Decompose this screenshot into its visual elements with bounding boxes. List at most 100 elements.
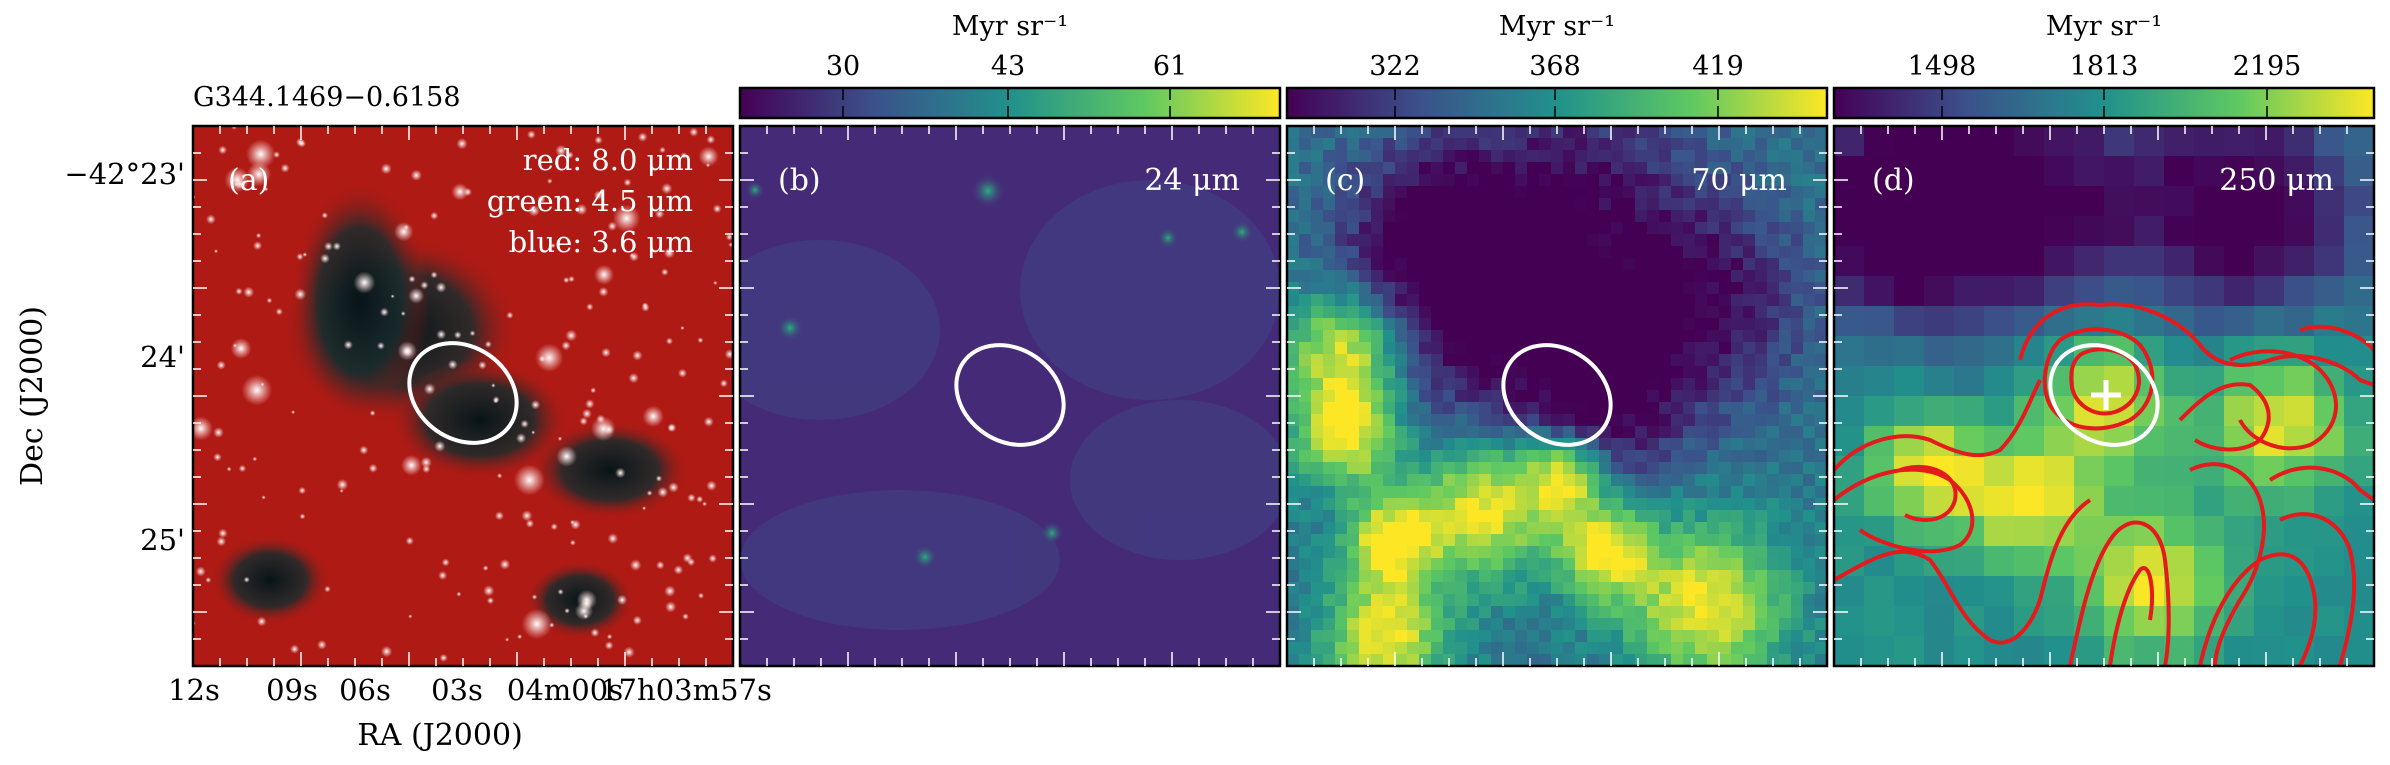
map-pixel bbox=[1755, 282, 1767, 294]
map-pixel bbox=[1563, 258, 1575, 270]
map-pixel bbox=[1467, 174, 1479, 186]
map-pixel bbox=[1659, 330, 1671, 342]
map-pixel bbox=[1443, 138, 1455, 150]
star bbox=[516, 433, 527, 444]
map-pixel bbox=[1299, 570, 1311, 582]
map-pixel bbox=[1491, 474, 1503, 486]
map-pixel bbox=[1311, 378, 1323, 390]
map-pixel bbox=[1683, 126, 1695, 138]
map-pixel bbox=[1383, 246, 1395, 258]
map-pixel bbox=[1779, 366, 1791, 378]
map-pixel bbox=[1731, 342, 1743, 354]
map-pixel bbox=[1731, 234, 1743, 246]
map-pixel bbox=[2014, 186, 2044, 216]
map-pixel bbox=[1623, 246, 1635, 258]
map-pixel bbox=[1383, 366, 1395, 378]
map-pixel bbox=[1335, 426, 1347, 438]
map-pixel bbox=[1431, 234, 1443, 246]
map-pixel bbox=[1299, 222, 1311, 234]
map-pixel bbox=[1299, 150, 1311, 162]
colorbar-c-bar bbox=[1285, 86, 1829, 120]
map-pixel bbox=[1515, 270, 1527, 282]
map-pixel bbox=[1731, 522, 1743, 534]
map-pixel bbox=[1731, 486, 1743, 498]
map-pixel bbox=[1359, 402, 1371, 414]
map-pixel bbox=[1683, 510, 1695, 522]
map-pixel bbox=[1623, 162, 1635, 174]
map-pixel bbox=[2254, 456, 2284, 486]
map-pixel bbox=[1335, 474, 1347, 486]
map-pixel bbox=[1527, 330, 1539, 342]
map-pixel bbox=[1539, 390, 1551, 402]
map-pixel bbox=[1491, 234, 1503, 246]
map-pixel bbox=[1467, 162, 1479, 174]
map-pixel bbox=[1455, 354, 1467, 366]
star bbox=[667, 424, 675, 432]
map-pixel bbox=[1491, 282, 1503, 294]
map-pixel bbox=[1635, 306, 1647, 318]
map-pixel bbox=[1834, 456, 1864, 486]
map-pixel bbox=[2044, 426, 2074, 456]
map-pixel bbox=[1419, 174, 1431, 186]
map-pixel bbox=[1467, 378, 1479, 390]
map-pixel bbox=[1527, 282, 1539, 294]
map-pixel bbox=[1527, 498, 1539, 510]
map-pixel bbox=[1419, 282, 1431, 294]
map-pixel bbox=[1671, 546, 1683, 558]
map-pixel bbox=[1575, 198, 1587, 210]
map-pixel bbox=[1647, 126, 1659, 138]
map-pixel bbox=[1407, 342, 1419, 354]
map-pixel bbox=[1311, 402, 1323, 414]
map-pixel bbox=[1395, 306, 1407, 318]
map-pixel bbox=[1407, 306, 1419, 318]
map-pixel bbox=[1551, 486, 1563, 498]
map-pixel bbox=[1719, 246, 1731, 258]
map-pixel bbox=[1287, 414, 1299, 426]
map-pixel bbox=[1803, 498, 1815, 510]
map-pixel bbox=[1407, 174, 1419, 186]
map-pixel bbox=[2164, 186, 2194, 216]
map-pixel bbox=[1539, 330, 1551, 342]
star bbox=[528, 204, 540, 217]
star bbox=[520, 419, 529, 429]
map-pixel bbox=[1335, 342, 1347, 354]
map-pixel bbox=[1503, 438, 1515, 450]
map-pixel bbox=[1371, 378, 1383, 390]
map-pixel bbox=[1659, 222, 1671, 234]
map-pixel bbox=[1671, 378, 1683, 390]
star bbox=[216, 360, 226, 370]
map-pixel bbox=[1419, 474, 1431, 486]
map-pixel bbox=[1647, 450, 1659, 462]
map-pixel bbox=[1719, 294, 1731, 306]
map-pixel bbox=[1659, 186, 1671, 198]
map-pixel bbox=[1383, 318, 1395, 330]
map-pixel bbox=[1311, 354, 1323, 366]
map-pixel bbox=[2044, 156, 2074, 186]
map-pixel bbox=[1551, 210, 1563, 222]
map-pixel bbox=[1479, 642, 1491, 654]
map-pixel bbox=[1539, 126, 1551, 138]
map-pixel bbox=[1894, 246, 1924, 276]
map-pixel bbox=[1323, 198, 1335, 210]
map-pixel bbox=[1563, 594, 1575, 606]
map-pixel bbox=[1467, 150, 1479, 162]
star bbox=[253, 241, 263, 251]
star bbox=[557, 588, 564, 595]
map-pixel bbox=[1371, 198, 1383, 210]
map-pixel bbox=[1803, 390, 1815, 402]
star bbox=[423, 383, 436, 395]
map-pixel bbox=[1743, 126, 1755, 138]
map-pixel bbox=[2104, 276, 2134, 306]
map-pixel bbox=[1503, 234, 1515, 246]
star bbox=[469, 330, 476, 337]
map-pixel bbox=[1539, 282, 1551, 294]
star bbox=[213, 453, 222, 462]
map-pixel bbox=[1287, 630, 1299, 642]
map-pixel bbox=[1503, 606, 1515, 618]
colorbar-d-tick-label: 1813 bbox=[2070, 51, 2139, 82]
map-pixel bbox=[1407, 570, 1419, 582]
star bbox=[706, 135, 716, 144]
map-pixel bbox=[1575, 498, 1587, 510]
map-pixel bbox=[1803, 402, 1815, 414]
map-pixel bbox=[1671, 474, 1683, 486]
